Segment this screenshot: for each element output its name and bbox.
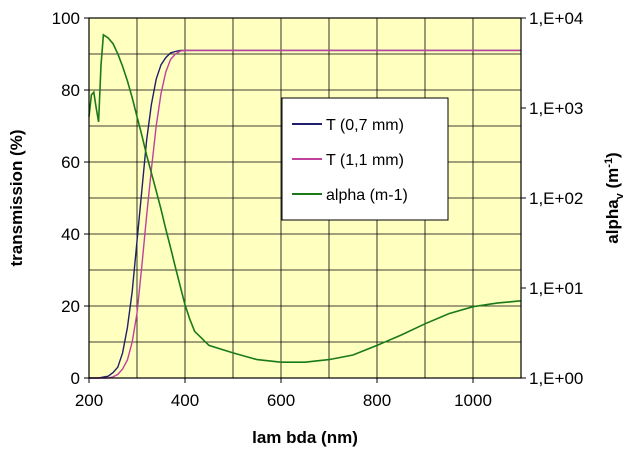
x-tick-label: 600 bbox=[267, 391, 295, 410]
legend-label: T (1,1 mm) bbox=[326, 152, 404, 169]
tick-labels: 200 400 600 800 1000 0 20 40 60 80 100 1,E+00 1,E+01… bbox=[52, 9, 584, 410]
x-tick-label: 200 bbox=[75, 391, 103, 410]
series-line-2 bbox=[89, 49, 521, 379]
x-tick-label: 1000 bbox=[454, 391, 492, 410]
x-tick-label: 800 bbox=[363, 391, 391, 410]
y2-tick-label: 1,E+01 bbox=[529, 279, 583, 298]
y2-axis-title-main: alpha bbox=[603, 199, 622, 244]
y2-axis-title-sub: v bbox=[614, 192, 626, 199]
y-tick-label: 40 bbox=[61, 225, 80, 244]
axes bbox=[84, 17, 526, 383]
y2-tick-label: 1,E+03 bbox=[529, 99, 583, 118]
y-tick-label: 0 bbox=[71, 369, 80, 388]
legend-label: alpha (m-1) bbox=[326, 187, 408, 204]
y-tick-label: 100 bbox=[52, 9, 80, 28]
y2-tick-label: 1,E+02 bbox=[529, 189, 583, 208]
x-tick-label: 400 bbox=[171, 391, 199, 410]
x-axis-title: lam bda (nm) bbox=[252, 428, 358, 447]
legend-label: T (0,7 mm) bbox=[326, 117, 404, 134]
y2-axis-title-unit: (m bbox=[603, 168, 622, 194]
y-tick-label: 20 bbox=[61, 297, 80, 316]
series-line-3 bbox=[88, 33, 522, 364]
y2-axis-title-unit-sup: -1 bbox=[603, 158, 615, 168]
y-tick-label: 60 bbox=[61, 153, 80, 172]
series-layer bbox=[88, 33, 522, 379]
legend: T (0,7 mm) T (1,1 mm) alpha (m-1) bbox=[281, 97, 449, 221]
y2-tick-label: 1,E+00 bbox=[529, 369, 583, 388]
y2-axis-title: alphav (m-1) bbox=[603, 152, 626, 243]
y-axis-title: transmission (%) bbox=[7, 130, 26, 267]
y-tick-label: 80 bbox=[61, 81, 80, 100]
y2-tick-label: 1,E+04 bbox=[529, 9, 583, 28]
y2-axis-title-unit-close: ) bbox=[603, 152, 622, 158]
